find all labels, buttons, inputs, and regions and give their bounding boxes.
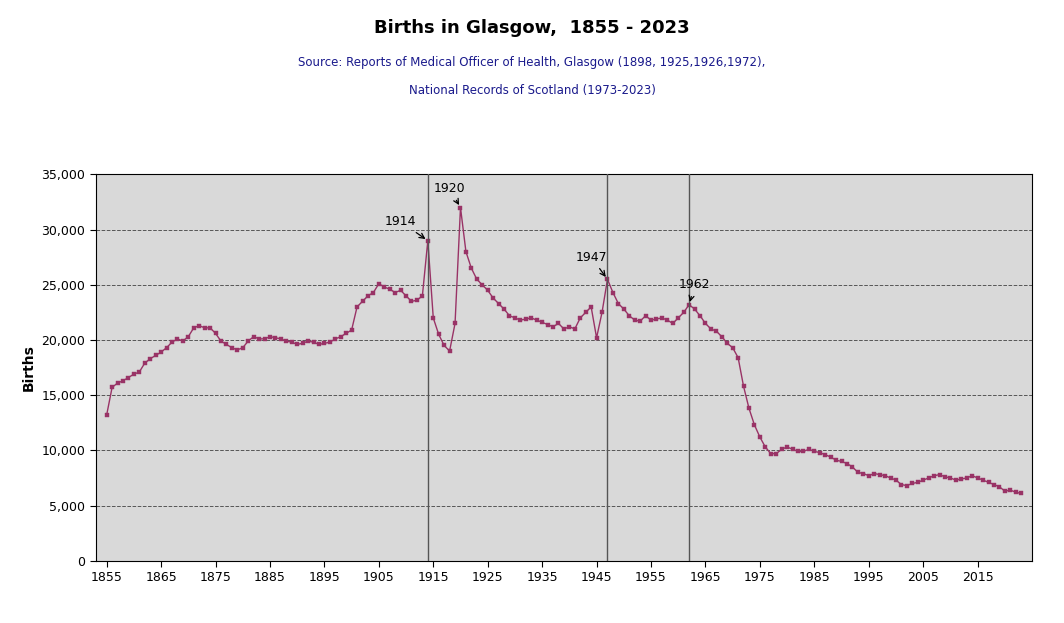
Text: 1947: 1947 <box>576 250 606 276</box>
Text: 1914: 1914 <box>385 215 425 238</box>
Text: National Records of Scotland (1973-2023): National Records of Scotland (1973-2023) <box>409 84 655 97</box>
Text: 1920: 1920 <box>434 182 465 204</box>
Y-axis label: Births: Births <box>22 344 36 391</box>
Text: 1962: 1962 <box>679 278 711 301</box>
Text: Source: Reports of Medical Officer of Health, Glasgow (1898, 1925,1926,1972),: Source: Reports of Medical Officer of He… <box>298 56 766 69</box>
Text: Births in Glasgow,  1855 - 2023: Births in Glasgow, 1855 - 2023 <box>375 19 689 37</box>
